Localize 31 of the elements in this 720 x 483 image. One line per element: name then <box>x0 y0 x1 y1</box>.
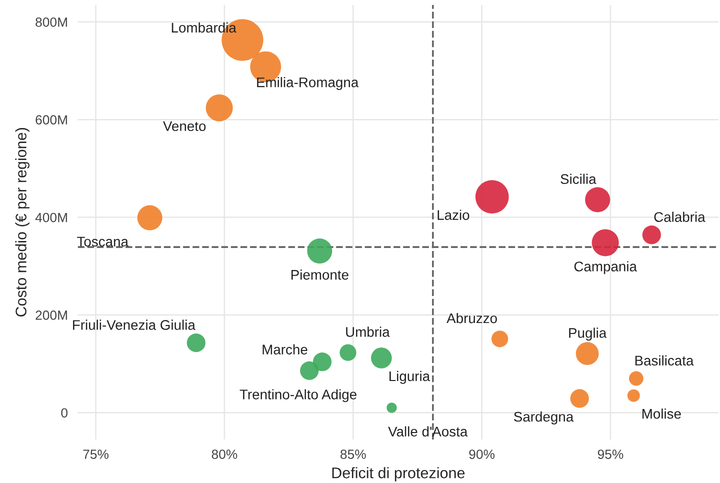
annotation: Lazio <box>438 210 470 220</box>
annotation: Emilia-Romagna <box>257 77 359 90</box>
annotation: Abruzzo <box>446 312 497 324</box>
annotation: Basilicata <box>635 355 694 366</box>
annotation: Sardegna <box>514 411 574 424</box>
x-tick-label: 75% <box>83 450 109 459</box>
y-tick-label: 600M <box>36 115 67 125</box>
y-axis-title: Costo medio (€ per regione) <box>15 128 30 317</box>
annotation: Campania <box>574 261 637 274</box>
x-tick-label: 85% <box>340 450 366 459</box>
x-axis-title: Deficit di protezione <box>332 467 465 482</box>
y-tick-label: 400M <box>35 212 67 222</box>
y-tick-label: 0 <box>61 408 68 418</box>
annotation: Trentino-Alto Adige <box>240 389 356 402</box>
annotation: Valle d'Aosta <box>388 426 468 437</box>
annotation: Umbria <box>346 326 390 337</box>
annotation: Liguria <box>390 370 430 384</box>
annotation: Sicilia <box>560 174 596 184</box>
annotation: Friuli-Venezia Giulia <box>73 320 196 330</box>
annotation: Molise <box>642 408 681 419</box>
annotation: Puglia <box>569 328 607 341</box>
annotation: Toscana <box>77 236 128 247</box>
y-tick-label: 200M <box>36 310 67 320</box>
x-tick-label: 95% <box>598 450 624 459</box>
annotation: Piemonte <box>291 270 348 280</box>
annotation: Marche <box>262 344 308 354</box>
y-tick-label: 800M <box>36 17 67 27</box>
x-tick-label: 80% <box>212 450 238 459</box>
annotation: Veneto <box>163 121 206 132</box>
x-tick-label: 90% <box>469 450 495 459</box>
annotation: Calabria <box>654 212 706 222</box>
